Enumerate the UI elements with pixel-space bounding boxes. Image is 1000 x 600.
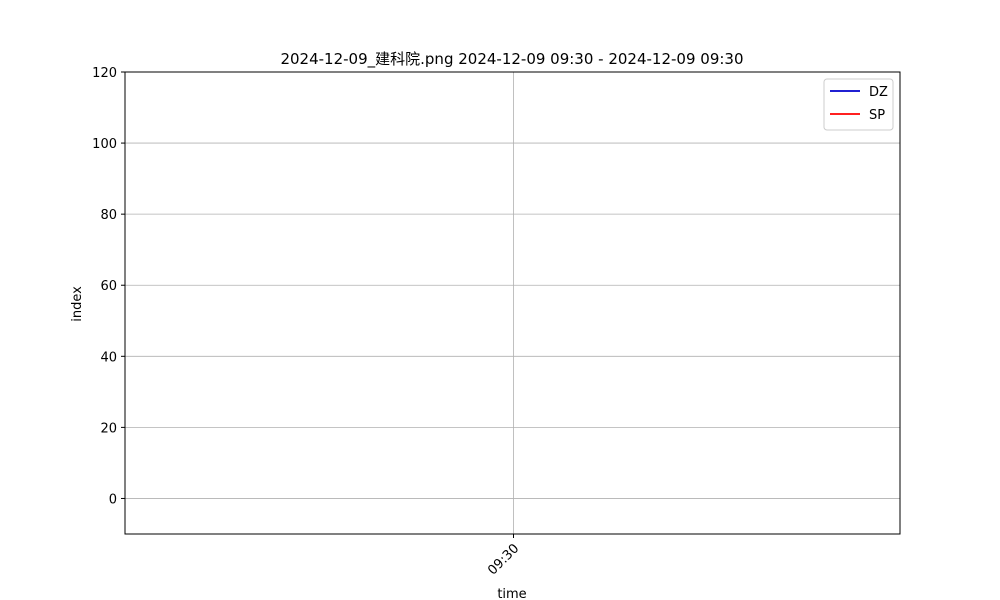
y-axis-ticks: 0 20 40 60 80 100 120: [92, 66, 125, 507]
x-axis-ticks: 09:30: [485, 534, 522, 578]
y-tick-label: 40: [100, 350, 117, 365]
legend-label-dz: DZ: [869, 85, 888, 100]
y-tick-label: 80: [100, 208, 117, 223]
grid-lines: [125, 71, 900, 534]
x-axis-title: time: [497, 587, 526, 600]
y-tick-label: 100: [92, 137, 117, 152]
legend-label-sp: SP: [869, 108, 885, 123]
chart-title: 2024-12-09_建科院.png 2024-12-09 09:30 - 20…: [280, 50, 743, 69]
y-tick-label: 0: [109, 492, 117, 507]
y-tick-label: 60: [100, 279, 117, 294]
x-tick-label: 09:30: [485, 541, 522, 578]
legend: DZ SP: [823, 78, 894, 131]
plot-area-frame: [124, 71, 901, 535]
y-axis-title: index: [70, 286, 85, 322]
y-tick-label: 120: [92, 66, 117, 81]
y-tick-label: 20: [100, 421, 117, 436]
